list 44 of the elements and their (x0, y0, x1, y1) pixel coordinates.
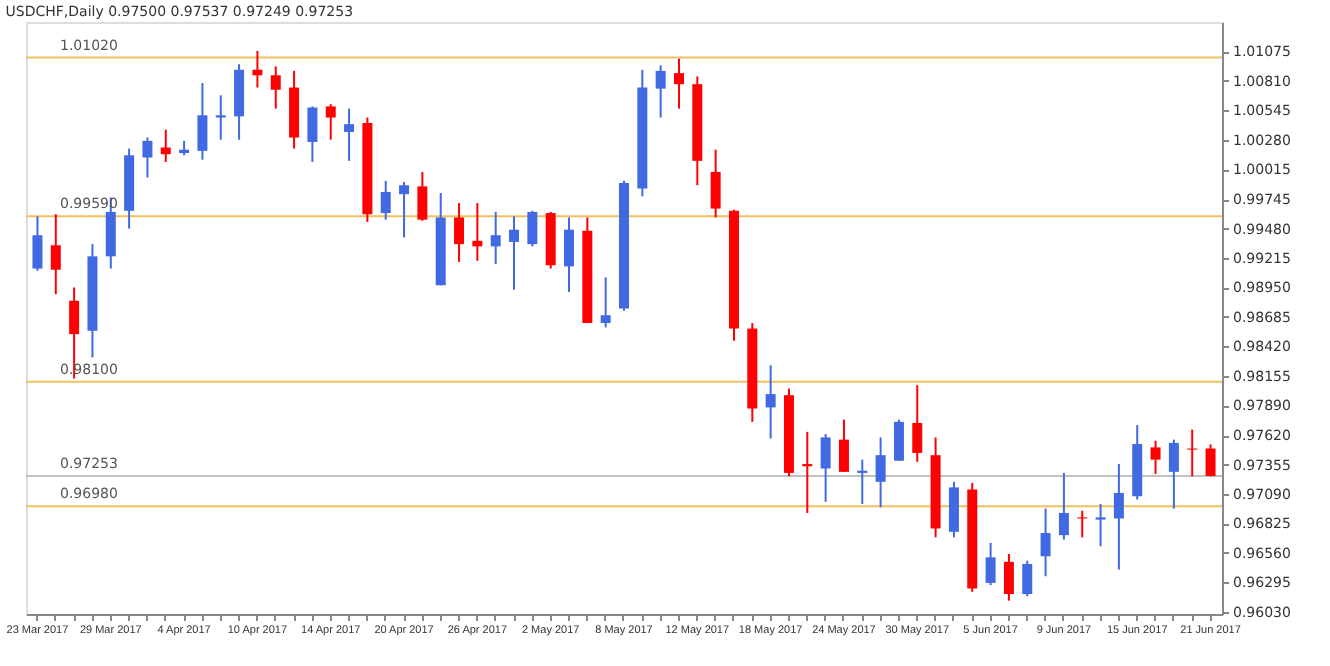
candlestick (1113, 463, 1124, 571)
candlestick (893, 418, 904, 462)
candlestick (1040, 507, 1051, 578)
candlestick (1058, 471, 1069, 541)
candlestick (1095, 503, 1106, 548)
candlestick (948, 480, 959, 539)
candlestick (160, 128, 171, 163)
candlestick (197, 82, 208, 161)
candlestick (1150, 439, 1161, 476)
candlestick (802, 430, 813, 514)
candlestick (270, 65, 281, 110)
candlestick (765, 364, 776, 440)
candlestick (32, 215, 43, 272)
candlestick (307, 105, 318, 163)
candlestick (1205, 443, 1216, 478)
candlestick (838, 418, 849, 473)
candlestick (673, 57, 684, 110)
candlestick (1187, 428, 1198, 478)
candlestick (325, 103, 336, 141)
candlestick (1077, 509, 1088, 539)
candlestick (417, 170, 428, 222)
candlestick (1168, 438, 1179, 510)
candlestick (454, 202, 465, 263)
candlestick (820, 433, 831, 503)
candlestick (912, 384, 923, 463)
candlestick (234, 63, 245, 141)
candlestick (857, 458, 868, 506)
candlestick (399, 180, 410, 239)
candlestick (985, 541, 996, 587)
candlestick (215, 94, 226, 141)
candlestick (380, 179, 391, 221)
candlestick (564, 216, 575, 293)
candlestick (527, 209, 538, 248)
candlestick (344, 107, 355, 162)
candlestick (655, 64, 666, 119)
candlestick (875, 436, 886, 509)
candlestick (490, 210, 501, 266)
candlestick (600, 276, 611, 329)
candlestick (1022, 559, 1033, 598)
candlestick (710, 148, 721, 219)
candlestick (142, 136, 153, 179)
candlestick (50, 213, 61, 296)
candlestick (509, 215, 520, 291)
candlestick (1003, 553, 1014, 602)
